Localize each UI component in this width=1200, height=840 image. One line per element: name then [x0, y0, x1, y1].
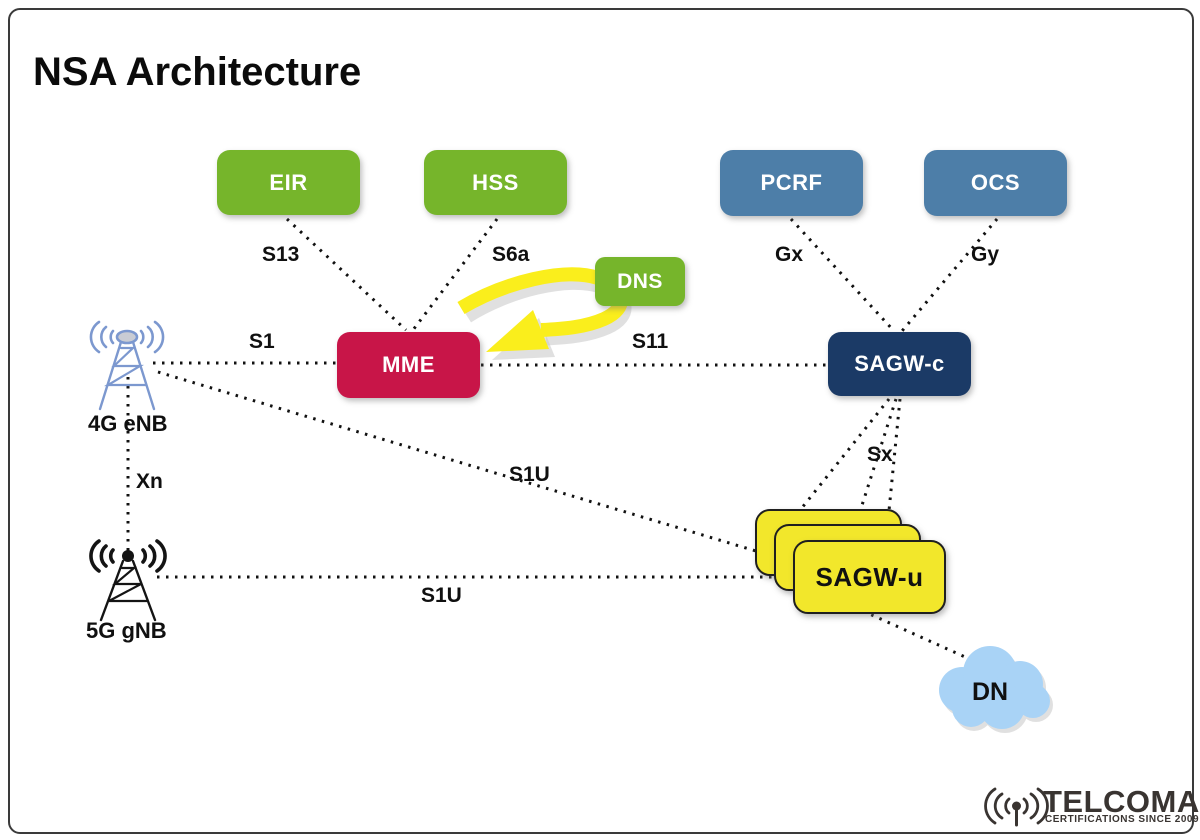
- edge-sagwu-dn-line: [862, 609, 975, 663]
- interface-label-sx: Sx: [867, 443, 893, 466]
- node-dns-label: DNS: [617, 269, 663, 293]
- node-mme-label: MME: [382, 352, 435, 377]
- interface-label-gy: Gy: [971, 243, 1000, 266]
- node-dn-label: DN: [971, 678, 1009, 706]
- node-sagw-u-label: SAGW-u: [815, 561, 924, 592]
- interface-label-xn: Xn: [136, 470, 163, 493]
- cell-tower-5g-icon: [89, 539, 167, 622]
- edge-gx-line: [789, 217, 896, 333]
- node-eir-label: EIR: [269, 169, 308, 195]
- interface-label-gx: Gx: [775, 243, 804, 266]
- logo-tagline-text: CERTIFICATIONS SINCE 2009: [1045, 814, 1200, 825]
- logo-brand-text: TELCOMA: [1043, 784, 1200, 819]
- edge-s1u-enb-line: [157, 370, 777, 559]
- node-eir: EIR: [217, 150, 360, 215]
- edge-sx-line-1: [799, 398, 891, 510]
- node-sagw-u: SAGW-u: [793, 540, 946, 614]
- node-mme: MME: [337, 332, 480, 398]
- node-hss: HSS: [424, 150, 567, 215]
- node-hss-label: HSS: [472, 169, 519, 195]
- interface-label-s1: S1: [249, 330, 275, 353]
- edge-gy-line: [900, 218, 999, 332]
- interface-label-s1u-gnb: S1U: [421, 584, 462, 607]
- node-dns: DNS: [595, 257, 685, 306]
- telcoma-logo: TELCOMA CERTIFICATIONS SINCE 2009: [985, 782, 1199, 830]
- edge-sx-line-2: [854, 398, 898, 525]
- node-pcrf: PCRF: [720, 150, 863, 216]
- node-ocs-label: OCS: [970, 170, 1021, 195]
- node-sagw-c-label: SAGW-c: [854, 351, 945, 376]
- interface-label-s13: S13: [262, 243, 300, 266]
- node-ocs: OCS: [924, 150, 1067, 216]
- telcoma-antenna-icon: [984, 787, 1049, 827]
- node-pcrf-label: PCRF: [760, 170, 823, 195]
- node-sagw-c: SAGW-c: [828, 332, 971, 396]
- interface-label-s6a: S6a: [492, 243, 530, 266]
- node-4g-enb-label: 4G eNB: [88, 411, 168, 436]
- interface-label-s1u-enb: S1U: [509, 463, 550, 486]
- dn-cloud-icon: [939, 646, 1053, 733]
- page-title: NSA Architecture: [33, 50, 362, 94]
- cell-tower-4g-icon: [89, 320, 165, 411]
- edge-s13-line: [285, 217, 408, 332]
- interface-label-s11: S11: [632, 330, 669, 353]
- node-5g-gnb-label: 5G gNB: [86, 618, 167, 643]
